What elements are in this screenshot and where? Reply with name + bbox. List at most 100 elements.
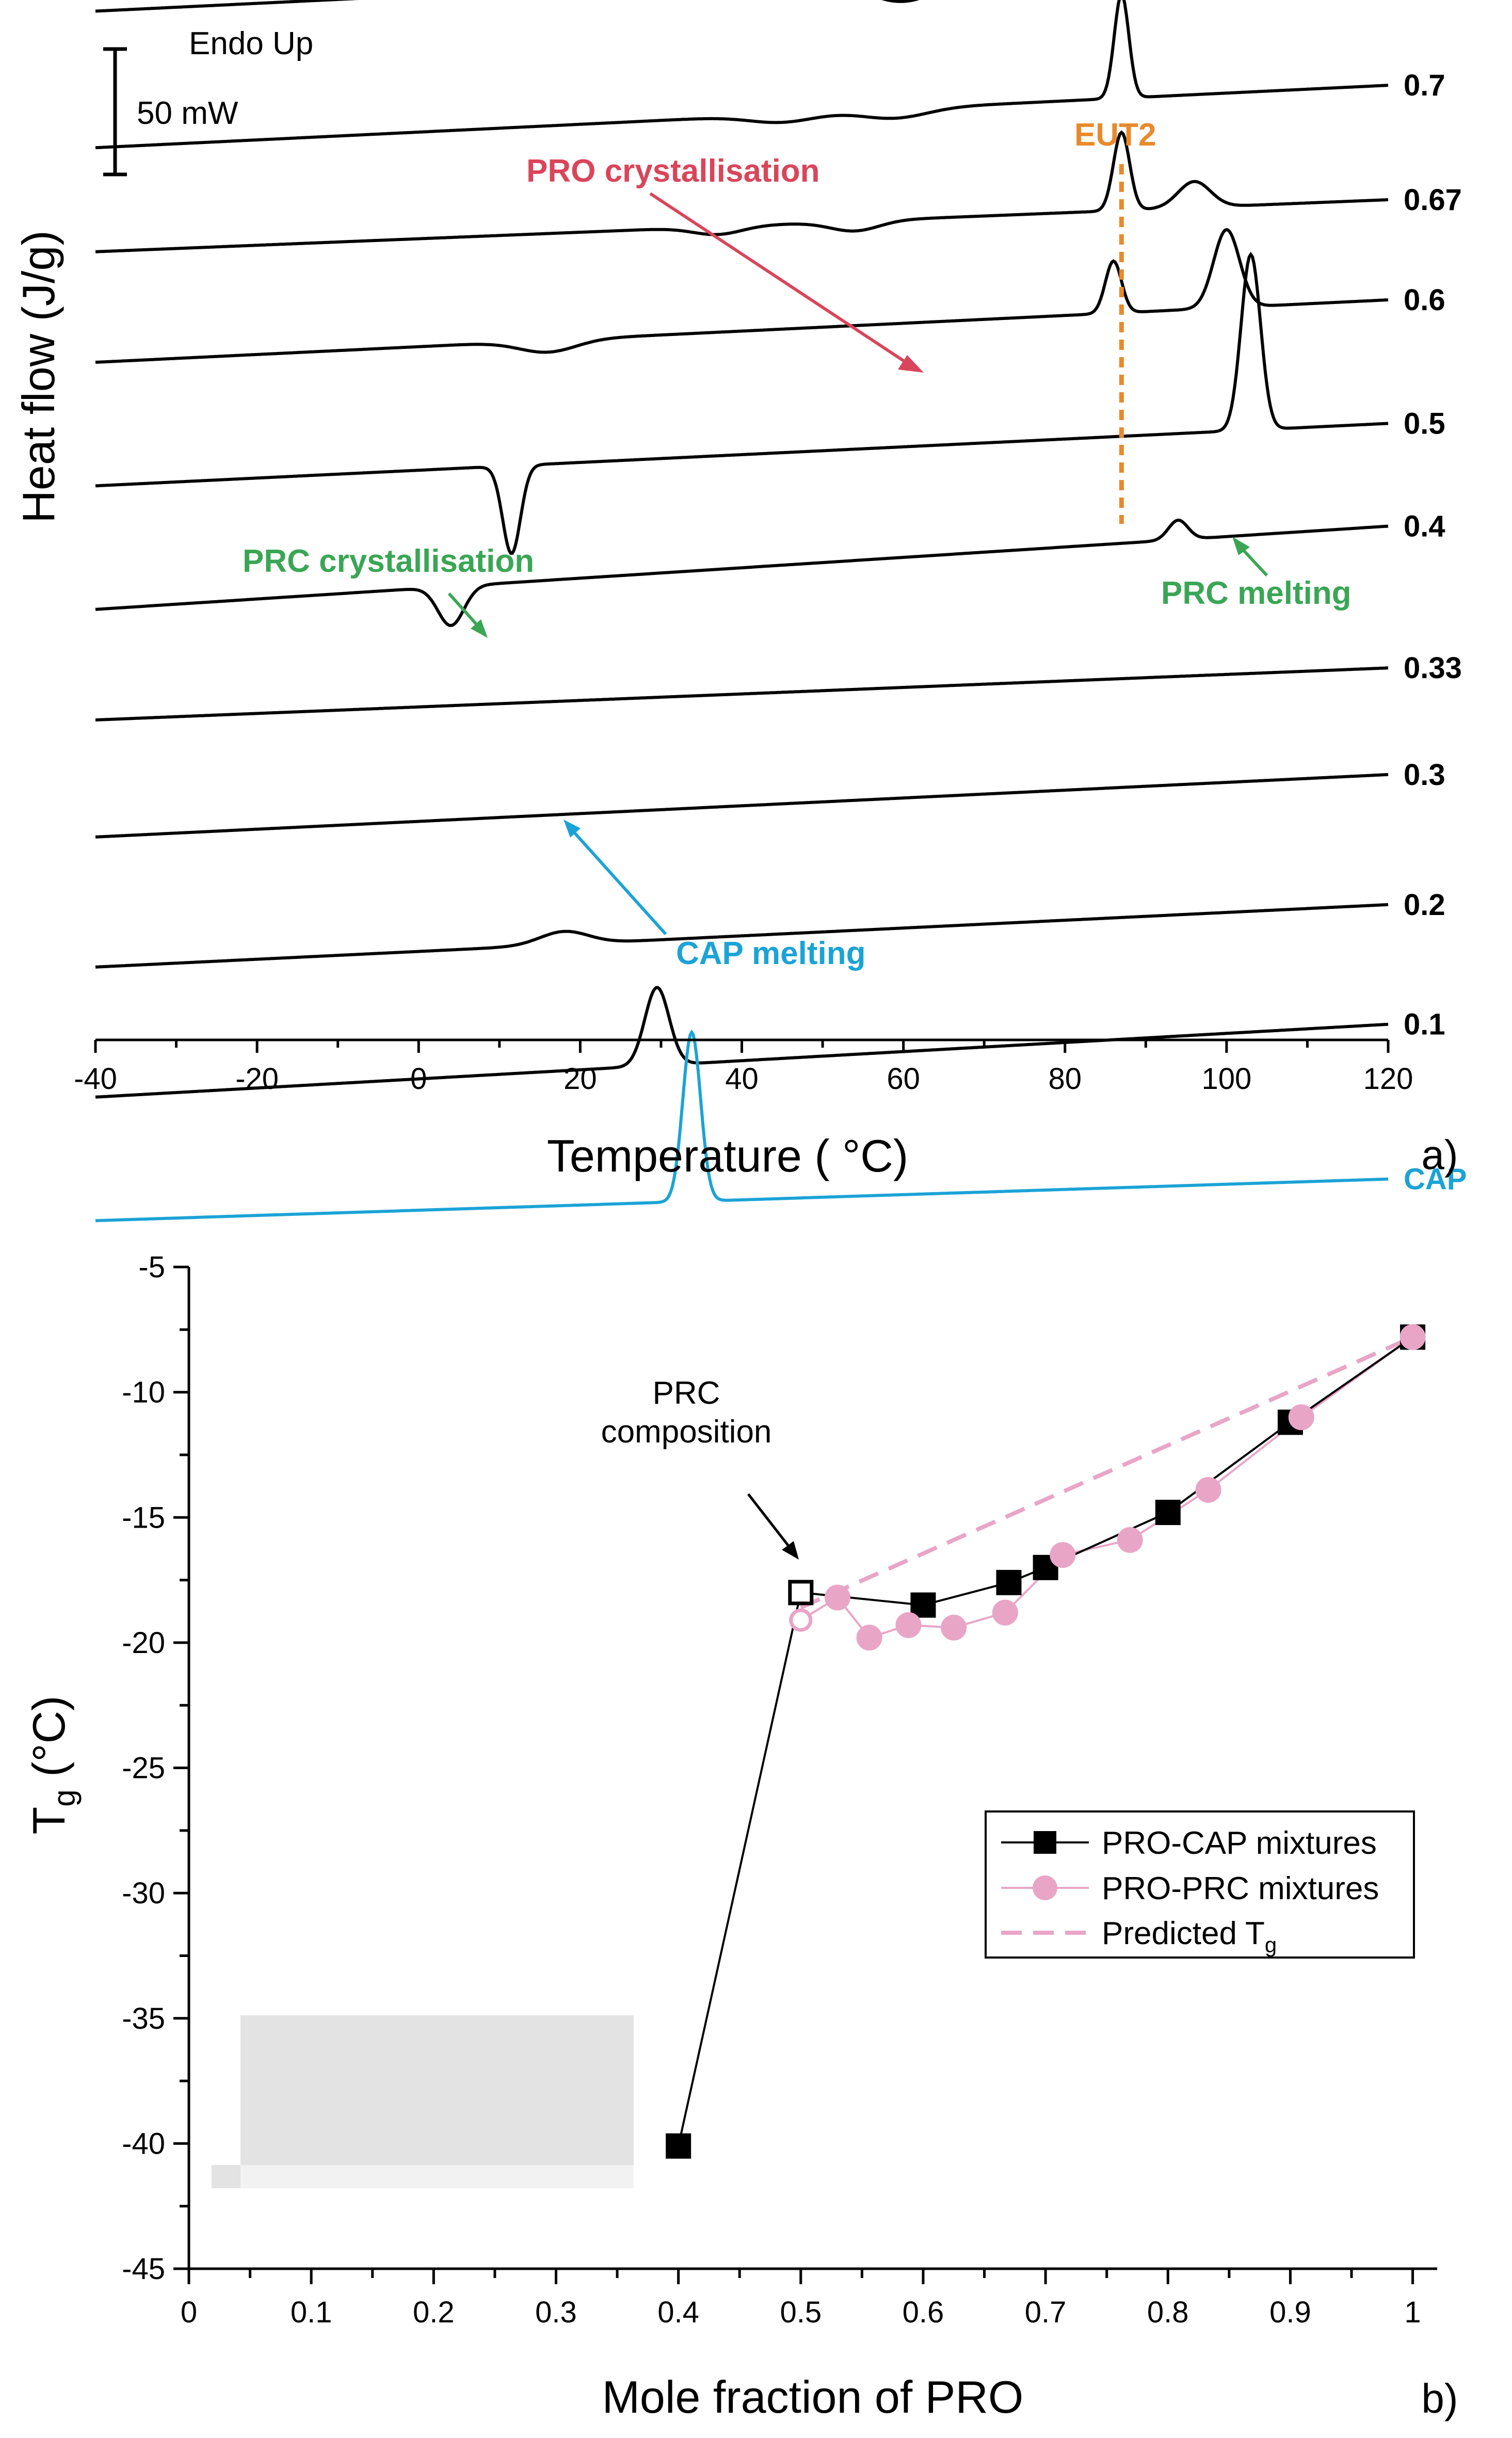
curve-label-0-7: 0.7 bbox=[1404, 69, 1445, 102]
y-title-subscript: g bbox=[47, 1789, 82, 1806]
x-tick-label: -20 bbox=[235, 1062, 279, 1096]
annotation-prc-composition-line1: PRC bbox=[653, 1375, 720, 1411]
y-tick-label: -30 bbox=[122, 1876, 165, 1910]
x-tick-label: 20 bbox=[564, 1062, 597, 1096]
panel-a-x-ticks: -40 -20 0 20 40 60 80 100 120 bbox=[74, 1040, 1413, 1096]
x-tick-label: 60 bbox=[887, 1062, 920, 1096]
panel-a-y-axis-title: Heat flow (J/g) bbox=[13, 230, 64, 523]
predicted-tg-line bbox=[800, 1335, 1414, 1610]
grey-mask-block bbox=[240, 2015, 634, 2165]
x-tick-label: 40 bbox=[725, 1062, 759, 1096]
legend-label-pro-prc: PRO-PRC mixtures bbox=[1102, 1871, 1379, 1906]
pro-prc-point bbox=[1400, 1324, 1426, 1350]
curve-0-7 bbox=[95, 0, 1389, 150]
annotation-cap-melting: CAP melting bbox=[676, 936, 865, 971]
panel-b-label: b) bbox=[1421, 2376, 1458, 2421]
scale-bar-label: 50 mW bbox=[137, 95, 238, 131]
pro-cap-point bbox=[996, 1569, 1022, 1595]
legend-label-pro-cap: PRO-CAP mixtures bbox=[1102, 1825, 1377, 1861]
x-tick-label: 0 bbox=[181, 2296, 197, 2329]
y-tick-label: -40 bbox=[122, 2127, 165, 2160]
legend-label-predicted-subscript: g bbox=[1265, 1933, 1277, 1957]
pro-cap-point bbox=[788, 1580, 814, 1606]
pro-prc-point bbox=[824, 1584, 850, 1611]
pro-prc-point bbox=[789, 1608, 813, 1632]
curve-label-0-4: 0.4 bbox=[1404, 510, 1445, 543]
arrowhead-prc-melting bbox=[1232, 537, 1250, 555]
curve-label-0-6: 0.6 bbox=[1404, 283, 1445, 317]
y-tick-label: -5 bbox=[138, 1250, 165, 1284]
curve-0-8 bbox=[95, 0, 920, 13]
y-tick-label: -20 bbox=[122, 1626, 165, 1660]
arrow-prc-crystallisation bbox=[447, 592, 480, 628]
pro-prc-point bbox=[856, 1625, 882, 1651]
pro-prc-point bbox=[895, 1612, 922, 1638]
curve-label-0-5: 0.5 bbox=[1404, 407, 1445, 440]
panel-a-x-axis-title: Temperature ( °C) bbox=[547, 1130, 908, 1181]
panel-b-x-ticks: 0 0.1 0.2 0.3 0.4 0.5 0.6 0.7 0.8 0.9 1 bbox=[181, 2269, 1421, 2329]
grey-mask-small bbox=[212, 2165, 240, 2188]
annotation-prc-crystallisation: PRC crystallisation bbox=[243, 543, 534, 579]
pro-cap-point bbox=[910, 1592, 936, 1618]
x-tick-label: 0.3 bbox=[535, 2296, 577, 2329]
curve-0-1 bbox=[95, 986, 1389, 1099]
curve-label-0-1: 0.1 bbox=[1404, 1008, 1445, 1041]
annotation-pro-crystallisation: PRO crystallisation bbox=[526, 153, 820, 189]
curve-label-0-33: 0.33 bbox=[1404, 651, 1462, 685]
pro-cap-point bbox=[666, 2133, 691, 2159]
curve-0-67 bbox=[95, 130, 1389, 253]
curve-0-6 bbox=[95, 228, 1389, 364]
panel-b-y-ticks: -45 -40 -35 -30 -25 -20 -15 -10 -5 bbox=[122, 1250, 189, 2286]
x-tick-label: 0.9 bbox=[1269, 2296, 1311, 2329]
panel-b-tg-plot: -45 -40 -35 -30 -25 -20 -15 -10 -5 0 0.1 0.2 0.3 0.4… bbox=[23, 1250, 1458, 2423]
pro-prc-point bbox=[1288, 1404, 1314, 1431]
arrowhead-prc-crystallisation bbox=[471, 619, 488, 638]
pro-prc-point bbox=[1195, 1477, 1221, 1503]
annotation-eut2: EUT2 bbox=[1074, 117, 1156, 153]
x-tick-label: 0.1 bbox=[291, 2296, 332, 2329]
pro-prc-line bbox=[800, 1336, 1413, 1639]
legend-marker-pro-prc bbox=[1033, 1875, 1057, 1900]
endo-up-label: Endo Up bbox=[189, 26, 313, 61]
x-tick-label: 120 bbox=[1363, 1062, 1413, 1096]
legend-label-predicted: Predicted Tg bbox=[1102, 1916, 1277, 1957]
annotation-prc-composition-line2: composition bbox=[601, 1414, 772, 1450]
y-tick-label: -45 bbox=[122, 2252, 165, 2286]
y-tick-label: -25 bbox=[122, 1752, 165, 1785]
pro-prc-point bbox=[992, 1599, 1018, 1626]
curve-label-0-2: 0.2 bbox=[1404, 888, 1445, 922]
y-tick-label: -10 bbox=[122, 1376, 165, 1409]
curve-0-33 bbox=[95, 666, 1389, 721]
pro-prc-point bbox=[1050, 1542, 1076, 1568]
curve-label-0-67: 0.67 bbox=[1404, 183, 1462, 217]
panel-b-x-axis-title: Mole fraction of PRO bbox=[602, 2371, 1024, 2423]
y-tick-label: -15 bbox=[122, 1501, 165, 1534]
curve-label-cap: CAP bbox=[1404, 1163, 1467, 1196]
y-tick-label: -35 bbox=[122, 2002, 165, 2035]
x-tick-label: 0.4 bbox=[657, 2296, 699, 2329]
panel-b-series bbox=[666, 1324, 1426, 2159]
pro-prc-point bbox=[941, 1614, 967, 1641]
curve-0-4 bbox=[95, 518, 1389, 628]
annotation-prc-melting: PRC melting bbox=[1161, 575, 1352, 611]
y-title-main: T bbox=[23, 1807, 74, 1835]
x-tick-label: 100 bbox=[1201, 1062, 1251, 1096]
x-tick-label: 80 bbox=[1048, 1062, 1082, 1096]
x-tick-label: 1 bbox=[1404, 2296, 1421, 2329]
x-tick-label: 0.7 bbox=[1025, 2296, 1067, 2329]
legend-label-predicted-main: Predicted T bbox=[1102, 1916, 1265, 1951]
x-tick-label: 0.8 bbox=[1147, 2296, 1189, 2329]
arrow-prc-composition bbox=[747, 1493, 791, 1548]
arrow-cap-melting bbox=[571, 829, 667, 936]
pro-cap-point bbox=[1155, 1500, 1181, 1526]
pro-prc-point bbox=[1117, 1527, 1143, 1553]
pro-cap-line bbox=[677, 1336, 1413, 2146]
panel-a-curves: PRO0.90.80.70.670.60.50.40.330.30.20.1CA… bbox=[95, 0, 1467, 1223]
curve-0-5 bbox=[95, 251, 1389, 555]
x-tick-label: 0.5 bbox=[780, 2296, 822, 2329]
curve-cap bbox=[95, 1029, 1389, 1223]
panel-a-label: a) bbox=[1421, 1132, 1458, 1178]
x-tick-label: -40 bbox=[74, 1062, 117, 1096]
arrowhead-cap-melting bbox=[564, 820, 581, 838]
